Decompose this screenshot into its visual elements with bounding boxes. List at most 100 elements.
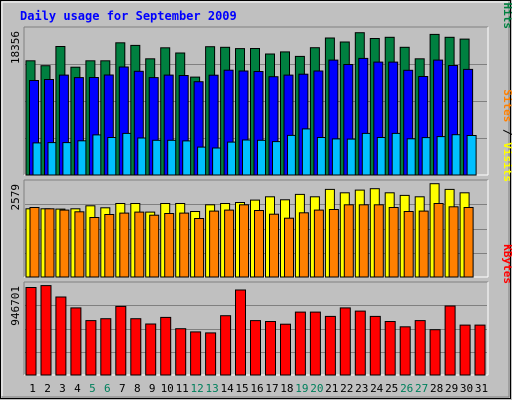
x-tick-label: 29 bbox=[445, 382, 458, 395]
bar-kbytes-day-26 bbox=[399, 326, 411, 376]
bar-sites-day-29 bbox=[448, 206, 459, 278]
bar-sites-day-12 bbox=[194, 218, 205, 278]
x-tick-label: 7 bbox=[119, 382, 126, 395]
x-tick-label: 8 bbox=[134, 382, 141, 395]
bar-sites-day-30 bbox=[463, 207, 474, 278]
panel-3: 946701 KBytes bbox=[9, 244, 512, 376]
bar-sites-day-14 bbox=[224, 209, 235, 278]
bar-sites-day-6 bbox=[104, 214, 115, 278]
bar-sites-day-16 bbox=[254, 210, 264, 278]
bar-kbytes-day-27 bbox=[414, 320, 426, 376]
legend: Pages / Files / Hits bbox=[501, 0, 512, 29]
bar-sites-day-28 bbox=[433, 203, 444, 278]
bar-sites-day-3 bbox=[59, 209, 70, 278]
x-tick-label: 11 bbox=[176, 382, 189, 395]
bar-sites-day-7 bbox=[119, 212, 130, 278]
bar-kbytes-day-12 bbox=[190, 331, 202, 376]
x-tick-label: 26 bbox=[400, 382, 413, 395]
x-tick-label: 1 bbox=[29, 382, 36, 395]
legend: KBytes bbox=[501, 244, 512, 284]
x-tick-label: 16 bbox=[250, 382, 263, 395]
bar-sites-day-21 bbox=[328, 209, 339, 278]
x-tick-label: 22 bbox=[340, 382, 353, 395]
x-tick-label: 2 bbox=[44, 382, 51, 395]
bar-kbytes-day-10 bbox=[160, 316, 172, 376]
x-tick-label: 27 bbox=[415, 382, 428, 395]
bar-sites-day-19 bbox=[298, 212, 309, 278]
x-tick-label: 15 bbox=[235, 382, 248, 395]
x-tick-label: 19 bbox=[295, 382, 308, 395]
x-tick-label: 9 bbox=[149, 382, 156, 395]
bar-kbytes-day-31 bbox=[474, 324, 486, 376]
panel-1: 18356 Pages / Files / Hits bbox=[9, 0, 512, 176]
bar-kbytes-day-25 bbox=[384, 321, 396, 376]
bar-kbytes-day-17 bbox=[265, 321, 276, 376]
bar-kbytes-day-18 bbox=[280, 323, 291, 376]
bar-sites-day-15 bbox=[239, 204, 249, 278]
bar-kbytes-day-22 bbox=[339, 307, 351, 376]
bar-pages-day-30 bbox=[466, 135, 477, 176]
x-tick-label: 5 bbox=[89, 382, 96, 395]
x-tick-label: 30 bbox=[460, 382, 473, 395]
x-tick-label: 20 bbox=[310, 382, 323, 395]
bar-kbytes-day-7 bbox=[115, 305, 127, 376]
bar-kbytes-day-29 bbox=[444, 305, 456, 376]
bar-kbytes-day-4 bbox=[70, 307, 82, 376]
bar-sites-day-27 bbox=[418, 210, 429, 278]
bar-kbytes-day-1 bbox=[25, 287, 37, 376]
bar-sites-day-9 bbox=[149, 214, 160, 278]
bar-sites-day-26 bbox=[403, 211, 414, 278]
bar-sites-day-1 bbox=[29, 207, 40, 278]
bar-kbytes-day-2 bbox=[40, 285, 52, 376]
x-tick-label: 14 bbox=[220, 382, 234, 395]
bar-kbytes-day-3 bbox=[55, 296, 67, 376]
bar-sites-day-17 bbox=[269, 213, 279, 278]
x-tick-label: 21 bbox=[325, 382, 338, 395]
legend-entry: Visits bbox=[501, 136, 512, 182]
bar-sites-day-13 bbox=[209, 210, 220, 278]
bar-sites-day-25 bbox=[388, 207, 399, 278]
bar-sites-day-5 bbox=[89, 217, 100, 278]
bar-sites-day-11 bbox=[179, 212, 190, 278]
x-tick-label: 10 bbox=[161, 382, 174, 395]
x-tick-label: 23 bbox=[355, 382, 368, 395]
x-tick-label: 25 bbox=[385, 382, 398, 395]
bar-kbytes-day-9 bbox=[145, 323, 157, 376]
x-tick-label: 17 bbox=[265, 382, 278, 395]
bar-kbytes-day-13 bbox=[205, 332, 217, 376]
bar-kbytes-day-24 bbox=[369, 315, 381, 376]
x-tick-label: 28 bbox=[430, 382, 443, 395]
panel-2: 2579 Sites / Visits bbox=[9, 89, 512, 278]
x-tick-label: 4 bbox=[74, 382, 81, 395]
x-tick-label: 31 bbox=[475, 382, 488, 395]
bar-sites-day-8 bbox=[134, 211, 145, 278]
y-axis-max-label: 2579 bbox=[9, 184, 22, 211]
y-axis-max-label: 946701 bbox=[9, 286, 22, 326]
legend-entry: KBytes bbox=[501, 244, 512, 284]
bar-kbytes-day-5 bbox=[85, 320, 97, 376]
bar-sites-day-4 bbox=[74, 211, 85, 278]
x-tick-label: 6 bbox=[104, 382, 111, 395]
bar-kbytes-day-6 bbox=[100, 318, 112, 376]
bar-kbytes-day-14 bbox=[220, 315, 232, 376]
bar-sites-day-23 bbox=[358, 204, 369, 278]
bar-kbytes-day-19 bbox=[294, 311, 306, 376]
x-tick-label: 24 bbox=[370, 382, 384, 395]
bar-sites-day-18 bbox=[284, 217, 294, 278]
bar-kbytes-day-21 bbox=[324, 315, 336, 376]
bar-kbytes-day-15 bbox=[235, 289, 246, 376]
legend-entry: Sites bbox=[501, 89, 512, 122]
bar-kbytes-day-23 bbox=[354, 310, 366, 376]
x-tick-label: 3 bbox=[59, 382, 66, 395]
legend: Sites / Visits bbox=[501, 89, 512, 182]
bar-kbytes-day-11 bbox=[175, 328, 187, 376]
bar-sites-day-2 bbox=[44, 208, 55, 278]
legend-entry: / bbox=[501, 122, 512, 136]
x-tick-label: 12 bbox=[190, 382, 203, 395]
bar-sites-day-10 bbox=[164, 213, 175, 278]
chart-title: Daily usage for September 2009 bbox=[20, 9, 237, 23]
y-axis-max-label: 18356 bbox=[9, 31, 22, 64]
bar-sites-day-22 bbox=[343, 204, 354, 278]
